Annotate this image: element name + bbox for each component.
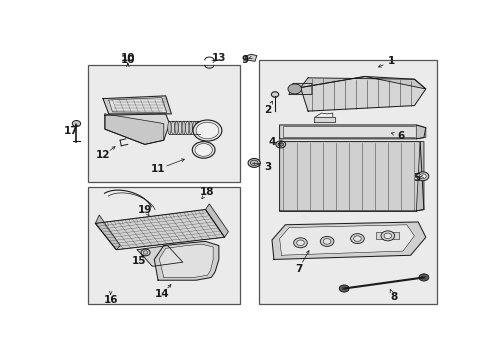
- Polygon shape: [105, 114, 164, 144]
- Text: 18: 18: [200, 186, 215, 197]
- Text: 7: 7: [295, 264, 302, 274]
- Polygon shape: [245, 54, 257, 61]
- Circle shape: [419, 174, 426, 179]
- Circle shape: [276, 141, 286, 148]
- Polygon shape: [280, 225, 415, 255]
- Text: 11: 11: [151, 164, 165, 174]
- Text: 15: 15: [132, 256, 147, 266]
- Polygon shape: [159, 244, 213, 278]
- Circle shape: [384, 233, 392, 239]
- Ellipse shape: [186, 121, 189, 134]
- Circle shape: [271, 92, 279, 97]
- Ellipse shape: [182, 121, 185, 134]
- Text: 2: 2: [265, 105, 272, 115]
- Polygon shape: [300, 76, 426, 111]
- Circle shape: [248, 158, 260, 167]
- Polygon shape: [206, 204, 228, 237]
- Bar: [376, 232, 399, 239]
- Circle shape: [72, 121, 81, 127]
- Ellipse shape: [172, 121, 175, 134]
- Ellipse shape: [178, 121, 182, 134]
- Ellipse shape: [168, 121, 171, 134]
- Text: 10: 10: [121, 55, 135, 65]
- Polygon shape: [96, 210, 224, 250]
- Circle shape: [416, 172, 429, 181]
- Text: 16: 16: [103, 294, 118, 305]
- Bar: [283, 126, 418, 138]
- FancyBboxPatch shape: [259, 60, 437, 304]
- Circle shape: [354, 236, 361, 242]
- FancyBboxPatch shape: [88, 187, 240, 304]
- Polygon shape: [416, 125, 426, 139]
- Polygon shape: [109, 98, 167, 112]
- Text: 3: 3: [265, 162, 272, 172]
- Text: 14: 14: [154, 289, 169, 299]
- Text: 9: 9: [242, 55, 249, 65]
- Polygon shape: [314, 117, 335, 122]
- Circle shape: [288, 84, 302, 94]
- Circle shape: [278, 143, 283, 146]
- Text: 6: 6: [397, 131, 405, 141]
- Polygon shape: [154, 242, 219, 280]
- FancyBboxPatch shape: [88, 66, 240, 182]
- Polygon shape: [137, 246, 183, 266]
- Circle shape: [351, 234, 364, 244]
- Ellipse shape: [196, 121, 199, 134]
- Circle shape: [323, 239, 331, 244]
- Text: 10: 10: [121, 53, 135, 63]
- Text: 4: 4: [269, 136, 276, 147]
- Ellipse shape: [189, 121, 193, 134]
- Polygon shape: [289, 84, 312, 94]
- Ellipse shape: [175, 121, 178, 134]
- Circle shape: [143, 251, 148, 254]
- Circle shape: [250, 160, 258, 166]
- Text: 8: 8: [390, 292, 397, 302]
- Text: 12: 12: [96, 150, 110, 161]
- Circle shape: [195, 144, 212, 156]
- Polygon shape: [300, 76, 426, 89]
- Circle shape: [419, 274, 429, 281]
- Text: 5: 5: [413, 173, 420, 183]
- Circle shape: [196, 122, 219, 139]
- Text: 1: 1: [388, 56, 395, 66]
- Text: 19: 19: [138, 204, 152, 215]
- Circle shape: [381, 231, 394, 241]
- Circle shape: [320, 237, 334, 246]
- Circle shape: [339, 285, 349, 292]
- Circle shape: [297, 240, 304, 246]
- Polygon shape: [96, 215, 120, 250]
- Ellipse shape: [193, 121, 196, 134]
- Polygon shape: [280, 141, 424, 211]
- Polygon shape: [105, 114, 170, 144]
- Text: 17: 17: [63, 126, 78, 135]
- Circle shape: [192, 141, 215, 158]
- Polygon shape: [272, 222, 426, 260]
- Polygon shape: [416, 141, 424, 211]
- Text: 13: 13: [212, 53, 226, 63]
- Polygon shape: [103, 96, 172, 114]
- Circle shape: [294, 238, 307, 248]
- Circle shape: [193, 120, 222, 141]
- Polygon shape: [280, 125, 426, 139]
